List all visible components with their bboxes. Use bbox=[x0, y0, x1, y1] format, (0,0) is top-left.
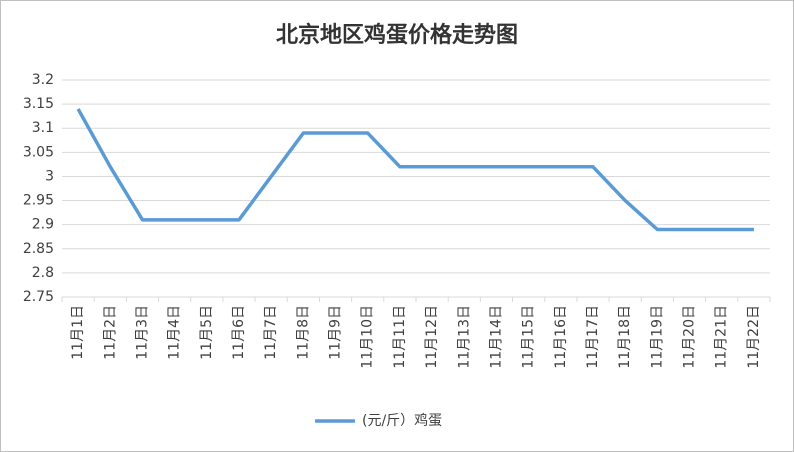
x-tick-label: 11月21日 bbox=[714, 305, 730, 369]
y-tick-label: 2.75 bbox=[23, 289, 54, 305]
x-tick-label: 11月1日 bbox=[70, 305, 86, 360]
y-tick-label: 2.8 bbox=[32, 265, 54, 281]
x-tick-label: 11月13日 bbox=[456, 305, 472, 369]
y-tick-label: 3.05 bbox=[23, 144, 54, 160]
data-line bbox=[76, 108, 754, 232]
x-tick-label: 11月4日 bbox=[167, 305, 183, 360]
y-tick-label: 3.15 bbox=[23, 96, 54, 112]
x-tick-label: 11月17日 bbox=[585, 305, 601, 369]
y-tick-label: 2.85 bbox=[23, 241, 54, 257]
x-tick-label: 11月2日 bbox=[102, 305, 118, 360]
chart-title: 北京地区鸡蛋价格走势图 bbox=[276, 22, 518, 48]
x-tick-label: 11月20日 bbox=[682, 305, 698, 369]
x-tick-label: 11月9日 bbox=[328, 305, 344, 360]
x-tick-label: 11月19日 bbox=[649, 305, 665, 369]
x-tick-label: 11月12日 bbox=[424, 305, 440, 369]
x-tick-label: 11月18日 bbox=[617, 305, 633, 369]
y-tick-label: 3.2 bbox=[32, 72, 54, 88]
x-tick-label: 11月14日 bbox=[488, 305, 504, 369]
x-tick-label: 11月11日 bbox=[392, 305, 408, 369]
x-tick-label: 11月5日 bbox=[199, 305, 215, 360]
x-tick-label: 11月16日 bbox=[553, 305, 569, 369]
x-tick-label: 11月7日 bbox=[263, 305, 279, 360]
x-tick-label: 11月3日 bbox=[134, 305, 150, 360]
y-tick-label: 2.9 bbox=[32, 217, 54, 233]
y-tick-label: 2.95 bbox=[23, 193, 54, 209]
y-tick-label: 3 bbox=[45, 168, 54, 184]
y-tick-label: 3.1 bbox=[32, 120, 54, 136]
x-tick-label: 11月6日 bbox=[231, 305, 247, 360]
x-tick-label: 11月15日 bbox=[521, 305, 537, 369]
legend-label: (元/斤）鸡蛋 bbox=[362, 412, 442, 429]
x-tick-label: 11月10日 bbox=[360, 305, 376, 369]
x-tick-label: 11月8日 bbox=[295, 305, 311, 360]
x-tick-label: 11月22日 bbox=[746, 305, 762, 369]
